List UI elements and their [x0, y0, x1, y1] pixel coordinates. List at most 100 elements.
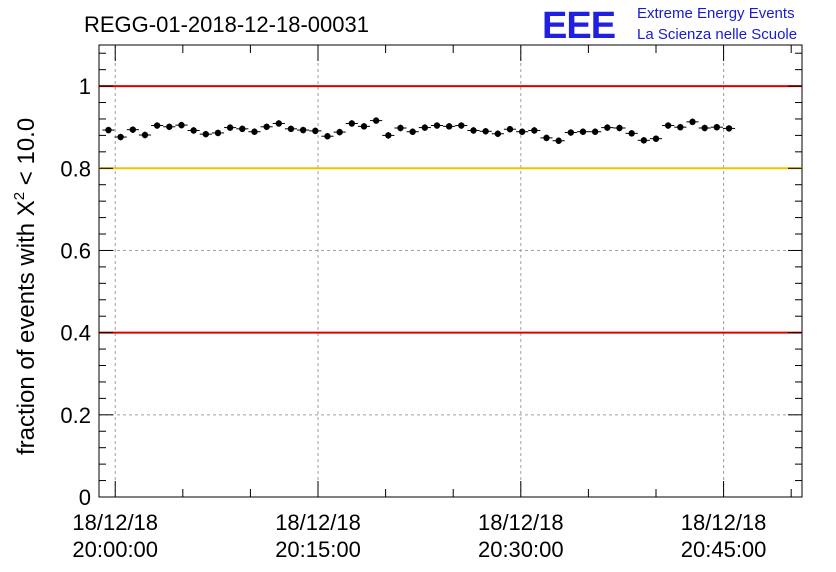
point-marker — [579, 128, 587, 135]
data-point — [528, 127, 541, 134]
data-point — [503, 125, 517, 133]
data-point — [467, 127, 480, 134]
point-marker — [117, 133, 124, 141]
x-tick-date: 18/12/18 — [681, 510, 767, 535]
data-point — [601, 124, 614, 131]
y-axis-title-suffix: < 10.0 — [13, 118, 40, 192]
data-point — [540, 134, 553, 142]
logo-line-1: Extreme Energy Events — [637, 5, 795, 22]
y-axis-title: fraction of events with X2 < 10.0 — [11, 118, 40, 455]
point-marker — [652, 135, 660, 142]
point-marker — [616, 124, 623, 132]
data-point — [418, 124, 431, 131]
point-marker — [312, 127, 319, 135]
point-marker — [628, 130, 635, 137]
point-marker — [555, 137, 562, 144]
data-point — [151, 122, 164, 129]
point-marker — [153, 122, 161, 129]
x-tick-date: 18/12/18 — [275, 510, 361, 535]
data-point — [321, 132, 334, 140]
data-point — [625, 130, 638, 137]
logo-mark: EEE — [542, 5, 615, 47]
data-point — [284, 125, 298, 133]
data-point — [674, 123, 687, 131]
point-marker — [409, 128, 416, 135]
data-point — [479, 128, 492, 135]
x-tick-time: 20:45:00 — [681, 537, 767, 562]
point-marker — [701, 124, 708, 132]
y-tick-label: 1 — [79, 74, 91, 99]
y-axis-title-symbol: X — [13, 200, 40, 216]
x-tick-time: 20:00:00 — [72, 537, 158, 562]
y-tick-labels: 0 0.2 0.4 0.6 0.8 1 — [60, 74, 91, 510]
data-point — [649, 135, 663, 142]
point-marker — [494, 130, 502, 137]
point-marker — [166, 123, 173, 130]
point-marker — [518, 128, 526, 135]
point-marker — [664, 122, 672, 129]
point-marker — [385, 132, 392, 139]
point-marker — [372, 117, 380, 124]
data-point — [187, 127, 200, 134]
data-point — [357, 123, 371, 130]
x-tick-time: 20:15:00 — [275, 537, 361, 562]
data-point — [491, 130, 504, 138]
point-marker — [348, 120, 356, 127]
point-marker — [287, 125, 295, 133]
data-point — [211, 129, 225, 137]
data-point — [722, 125, 736, 132]
chart-title: REGG-01-2018-12-18-00031 — [84, 12, 369, 37]
point-marker — [190, 127, 197, 134]
data-point — [126, 126, 139, 133]
threshold-lines — [99, 85, 802, 334]
data-point — [345, 120, 358, 127]
data-point — [102, 126, 115, 134]
data-point — [637, 137, 650, 144]
point-marker — [397, 124, 404, 132]
point-marker — [531, 127, 538, 134]
x-tick-labels: 18/12/1820:00:0018/12/1820:15:0018/12/18… — [72, 510, 766, 562]
point-marker — [360, 123, 368, 130]
data-point — [552, 137, 565, 145]
x-tick-date: 18/12/18 — [72, 510, 158, 535]
y-tick-label: 0.2 — [60, 403, 91, 428]
point-marker — [506, 126, 514, 133]
data-point — [662, 122, 675, 129]
data-point — [114, 133, 127, 141]
data-point — [576, 128, 590, 135]
data-point — [564, 129, 577, 136]
data-point — [309, 127, 322, 135]
y-tick-label: 0.6 — [60, 238, 91, 263]
point-marker — [713, 123, 721, 131]
point-marker — [640, 137, 648, 144]
data-point — [370, 117, 383, 124]
point-marker — [591, 128, 599, 135]
data-point — [455, 122, 468, 129]
data-point — [394, 124, 407, 132]
point-marker — [105, 126, 112, 134]
data-point — [430, 122, 444, 129]
data-point — [516, 128, 529, 135]
y-tick-label: 0.8 — [60, 156, 91, 181]
data-point — [199, 130, 212, 138]
y-tick-label: 0 — [79, 485, 91, 510]
data-point — [333, 128, 346, 136]
grid-lines — [99, 45, 802, 497]
plot-frame — [98, 44, 803, 498]
data-point — [297, 126, 310, 134]
point-marker — [725, 125, 733, 132]
data-point — [686, 118, 699, 126]
data-points — [102, 117, 736, 145]
point-marker — [604, 124, 611, 131]
point-marker — [482, 128, 489, 135]
point-marker — [202, 130, 210, 138]
point-marker — [458, 122, 465, 129]
point-marker — [239, 125, 246, 133]
y-axis-title-prefix: fraction of events with — [13, 216, 40, 455]
data-point — [138, 131, 152, 139]
y-tick-label: 0.4 — [60, 321, 91, 346]
point-marker — [336, 128, 343, 136]
data-point — [163, 123, 176, 131]
point-marker — [141, 131, 149, 139]
